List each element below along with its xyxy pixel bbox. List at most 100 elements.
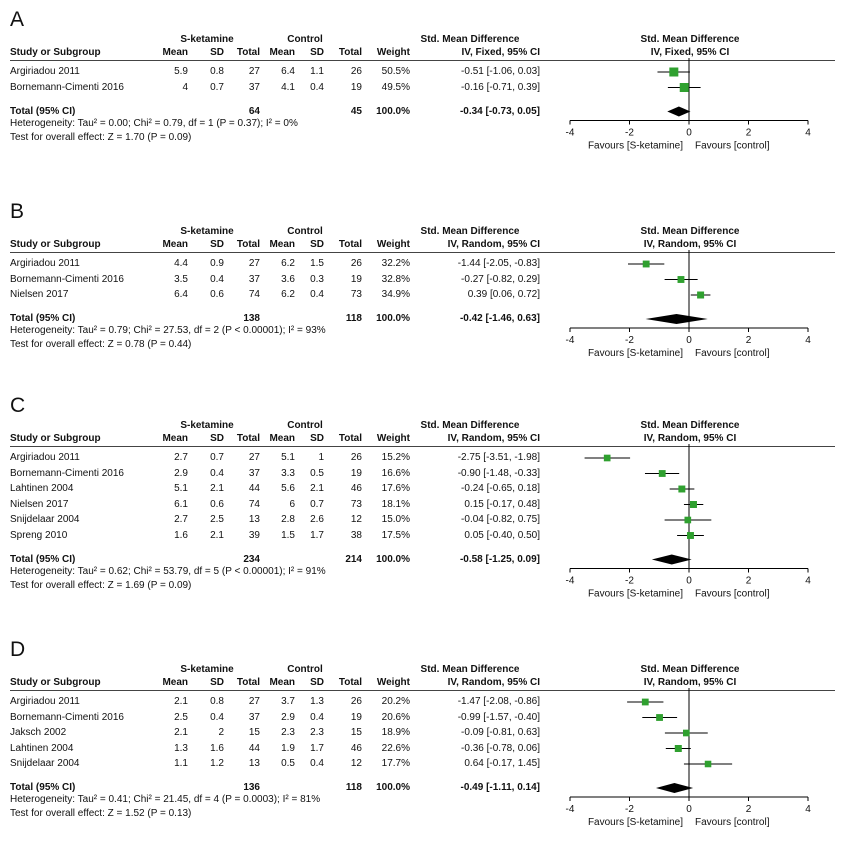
n2-cell: 26 [350, 258, 362, 269]
group1-header: S-ketamine [180, 226, 234, 237]
sd2-cell: 0.4 [310, 758, 324, 769]
mean1-cell: 2.1 [174, 696, 188, 707]
forest-plot-area: -4 -2 0 2 4 Favours [S-ketamine] Favours [cont… [566, 58, 811, 152]
x-tick-label: 4 [805, 804, 811, 815]
panel-label: D [10, 638, 26, 661]
forest-plot-area: -4 -2 0 2 4 Favours [S-ketamine] Favours [cont… [566, 444, 811, 600]
total-ci: -0.42 [-1.46, 0.63] [459, 313, 540, 324]
header-rule [10, 446, 835, 447]
total-label: Total (95% CI) [10, 782, 76, 793]
sd1-cell: 2.1 [210, 529, 224, 541]
mean2-header: Mean [269, 239, 295, 250]
smd-plot-header: Std. Mean Difference [640, 664, 740, 675]
ci-cell: -0.04 [-0.82, 0.75] [461, 514, 540, 525]
method-plot-header: IV, Random, 95% CI [643, 239, 737, 250]
study-name: Argiriadou 2011 [10, 258, 80, 269]
x-tick-label: -2 [625, 804, 634, 815]
mean1-cell: 1.3 [174, 742, 188, 754]
sd1-cell: 1.2 [210, 758, 224, 769]
sd1-cell: 2 [218, 727, 224, 738]
group1-header: S-ketamine [180, 34, 234, 45]
sd1-header: SD [210, 677, 224, 688]
study-header: Study or Subgroup [10, 47, 101, 58]
mean1-header: Mean [162, 433, 188, 444]
total-label: Total (95% CI) [10, 313, 76, 324]
pooled-diamond [655, 783, 694, 793]
effect-marker [658, 470, 666, 477]
weight-cell: 15.0% [381, 514, 410, 525]
mean2-cell: 6.2 [281, 289, 295, 300]
x-tick-label: 2 [746, 335, 752, 346]
sd2-cell: 0.4 [310, 81, 324, 93]
total-n2: 214 [345, 553, 362, 565]
favours-left-label: Favours [S-ketamine] [588, 141, 683, 152]
smd-plot-header: Std. Mean Difference [640, 420, 740, 431]
weight-cell: 18.1% [381, 498, 410, 510]
sd1-cell: 0.8 [210, 696, 224, 707]
smd-header: Std. Mean Difference [420, 420, 520, 431]
sd1-cell: 0.4 [210, 467, 224, 479]
mean1-cell: 2.7 [174, 452, 188, 463]
smd-plot-header: Std. Mean Difference [640, 226, 740, 237]
sd2-header: SD [310, 47, 324, 58]
overall-effect-text: Test for overall effect: Z = 1.69 (P = 0… [10, 579, 192, 591]
group2-header: Control [287, 226, 323, 237]
sd1-header: SD [210, 47, 224, 58]
sd1-cell: 0.7 [210, 452, 224, 463]
group2-header: Control [287, 420, 323, 431]
n2-cell: 19 [350, 81, 362, 93]
sd2-cell: 0.4 [310, 711, 324, 723]
total2-header: Total [338, 239, 362, 250]
weight-cell: 49.5% [381, 81, 410, 93]
sd1-cell: 1.6 [210, 742, 224, 754]
n1-cell: 27 [248, 696, 260, 707]
mean1-cell: 4.4 [174, 258, 188, 269]
weight-cell: 15.2% [381, 452, 410, 463]
mean1-cell: 2.5 [174, 711, 188, 723]
mean1-cell: 3.5 [174, 273, 188, 285]
sd2-cell: 2.6 [310, 514, 324, 525]
group1-header: S-ketamine [180, 420, 234, 431]
mean2-cell: 5.6 [281, 483, 295, 494]
ci-cell: -0.24 [-0.65, 0.18] [461, 483, 540, 494]
study-name: Bornemann-Cimenti 2016 [10, 467, 124, 479]
mean2-cell: 3.6 [281, 273, 295, 285]
study-name: Lahtinen 2004 [10, 742, 74, 754]
weight-cell: 17.5% [381, 529, 410, 541]
n2-cell: 19 [350, 467, 362, 479]
total-label: Total (95% CI) [10, 553, 76, 565]
effect-marker [689, 501, 697, 508]
heterogeneity-text: Heterogeneity: Tau² = 0.62; Chi² = 53.79… [10, 565, 326, 577]
x-tick-label: -4 [566, 128, 575, 139]
weight-cell: 32.8% [381, 273, 410, 285]
study-name: Argiriadou 2011 [10, 66, 80, 77]
ci-cell: 0.15 [-0.17, 0.48] [464, 498, 540, 510]
mean2-cell: 6.4 [281, 66, 295, 77]
n1-cell: 27 [248, 452, 260, 463]
effect-marker [704, 760, 712, 768]
panel-label: C [10, 394, 26, 417]
mean1-cell: 5.1 [174, 483, 188, 494]
mean2-cell: 1.9 [281, 742, 295, 754]
group1-header: S-ketamine [180, 664, 234, 675]
effect-marker [682, 729, 690, 737]
sd2-cell: 0.4 [310, 289, 324, 300]
mean2-header: Mean [269, 433, 295, 444]
n1-cell: 27 [248, 258, 260, 269]
effect-marker [687, 532, 694, 539]
sd1-cell: 0.6 [210, 289, 224, 300]
ci-cell: 0.39 [0.06, 0.72] [467, 289, 540, 300]
sd1-header: SD [210, 239, 224, 250]
x-tick-label: 2 [746, 128, 752, 139]
study-name: Snijdelaar 2004 [10, 758, 80, 769]
forest-panel-b: B S-ketamine Control Std. Mean Difference St… [0, 192, 865, 382]
header-rule [10, 60, 835, 61]
smd-plot-header: Std. Mean Difference [640, 34, 740, 45]
sd1-header: SD [210, 433, 224, 444]
sd2-cell: 1.7 [310, 529, 324, 541]
method-plot-header: IV, Fixed, 95% CI [650, 47, 730, 58]
x-tick-label: 4 [805, 128, 811, 139]
ci-cell: -1.47 [-2.08, -0.86] [457, 696, 540, 707]
sd1-cell: 2.1 [210, 483, 224, 494]
total2-header: Total [338, 47, 362, 58]
